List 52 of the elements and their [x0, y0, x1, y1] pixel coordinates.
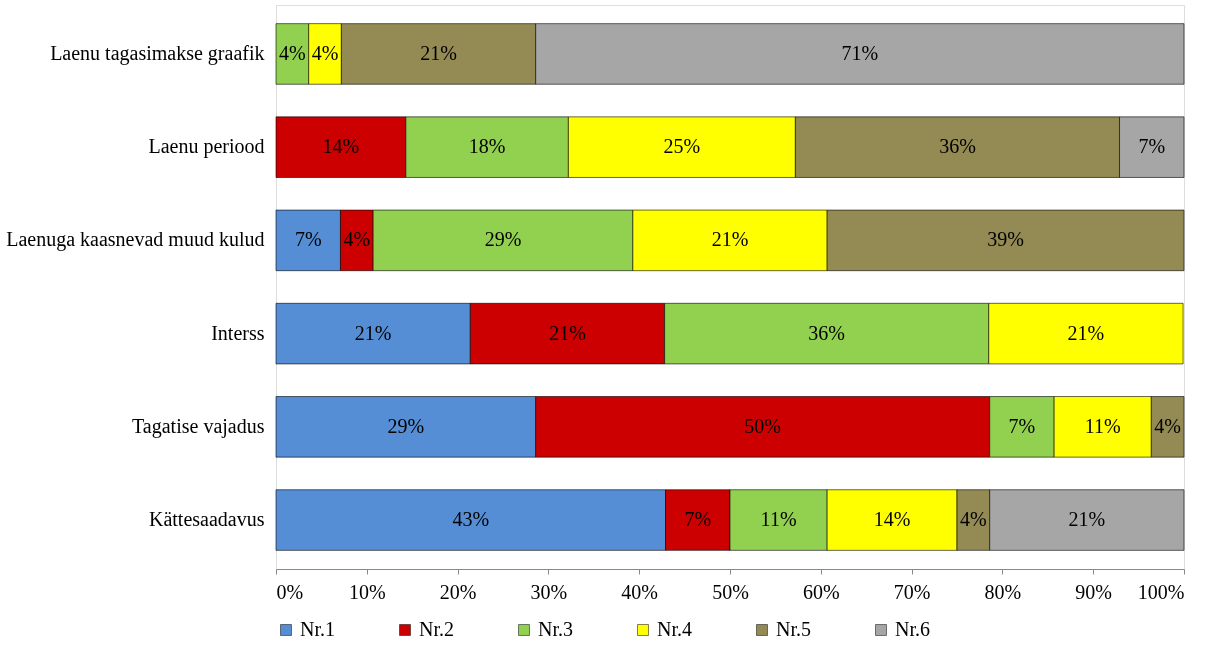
- y-tick-label: Kättesaadavus: [148, 508, 265, 531]
- data-label: 4%: [311, 41, 339, 64]
- data-label: 21%: [1067, 321, 1105, 344]
- data-label: 4%: [343, 228, 371, 251]
- data-label: 39%: [987, 228, 1024, 251]
- data-label: 50%: [744, 414, 782, 437]
- data-label: 21%: [1068, 508, 1106, 531]
- x-tick-label: 50%: [712, 580, 749, 603]
- data-label: 7%: [1008, 414, 1036, 437]
- legend-label: Nr.3: [538, 618, 573, 640]
- x-tick-label: 100%: [1137, 580, 1185, 603]
- data-label: 25%: [663, 135, 701, 158]
- x-tick-label: 40%: [621, 580, 659, 603]
- data-label: 11%: [1084, 414, 1121, 437]
- y-tick-label: Interss: [211, 321, 265, 344]
- data-label: 7%: [1138, 135, 1166, 158]
- data-label: 43%: [452, 508, 490, 531]
- x-tick-label: 20%: [439, 580, 477, 603]
- y-tick-label: Laenu tagasimakse graafik: [50, 41, 265, 65]
- legend-label: Nr.6: [895, 618, 930, 640]
- data-label: 4%: [1154, 414, 1181, 437]
- data-label: 11%: [760, 508, 797, 531]
- legend-label: Nr.5: [776, 618, 811, 640]
- x-tick-label: 30%: [530, 580, 568, 603]
- data-label: 36%: [808, 321, 846, 344]
- y-tick-label: Tagatise vajadus: [132, 414, 265, 438]
- data-label: 29%: [484, 228, 522, 251]
- y-tick-label: Laenuga kaasnevad muud kulud: [6, 228, 265, 252]
- data-label: 14%: [873, 508, 911, 531]
- data-label: 7%: [684, 508, 712, 531]
- x-tick-label: 0%: [276, 580, 304, 603]
- y-tick-label: Laenu periood: [148, 135, 265, 159]
- legend-label: Nr.4: [657, 618, 692, 640]
- data-label: 29%: [387, 414, 425, 437]
- data-label: 4%: [279, 41, 306, 64]
- data-label: 14%: [322, 135, 360, 158]
- data-label: 7%: [294, 228, 322, 251]
- legend-label: Nr.2: [419, 618, 454, 640]
- data-label: 21%: [549, 321, 586, 344]
- x-tick-label: 10%: [348, 580, 386, 603]
- data-label: 71%: [841, 41, 879, 64]
- data-label: 21%: [354, 321, 392, 344]
- data-label: 36%: [939, 135, 976, 158]
- data-label: 21%: [711, 228, 749, 251]
- data-label: 21%: [420, 41, 457, 64]
- x-tick-label: 70%: [893, 580, 931, 603]
- legend-label: Nr.1: [300, 618, 335, 640]
- x-tick-label: 60%: [802, 580, 840, 603]
- data-label: 4%: [960, 508, 987, 531]
- x-tick-label: 80%: [984, 580, 1022, 603]
- x-tick-label: 90%: [1075, 580, 1113, 603]
- data-label: 18%: [468, 135, 506, 158]
